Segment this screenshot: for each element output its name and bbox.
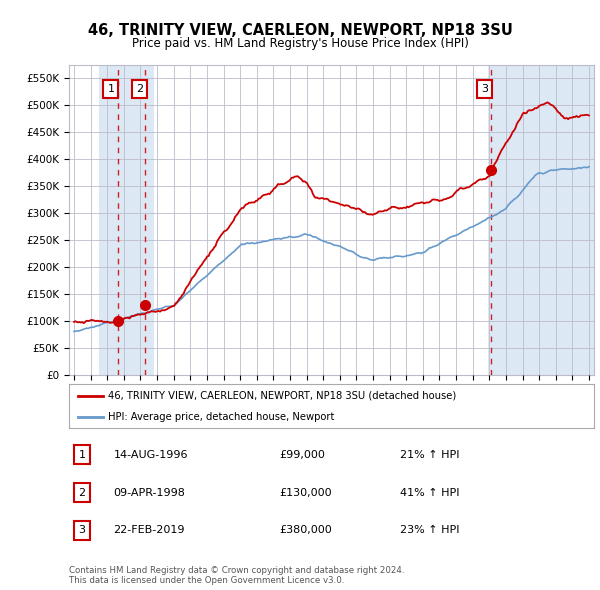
Text: 1: 1 — [107, 84, 115, 94]
Text: Contains HM Land Registry data © Crown copyright and database right 2024.
This d: Contains HM Land Registry data © Crown c… — [69, 566, 404, 585]
Text: £380,000: £380,000 — [279, 526, 332, 535]
Text: 21% ↑ HPI: 21% ↑ HPI — [400, 450, 459, 460]
Text: 3: 3 — [79, 526, 86, 535]
Text: 46, TRINITY VIEW, CAERLEON, NEWPORT, NP18 3SU: 46, TRINITY VIEW, CAERLEON, NEWPORT, NP1… — [88, 23, 512, 38]
Text: 23% ↑ HPI: 23% ↑ HPI — [400, 526, 459, 535]
Bar — [99, 65, 154, 375]
Text: 46, TRINITY VIEW, CAERLEON, NEWPORT, NP18 3SU (detached house): 46, TRINITY VIEW, CAERLEON, NEWPORT, NP1… — [109, 391, 457, 401]
Text: £130,000: £130,000 — [279, 488, 332, 497]
Text: 09-APR-1998: 09-APR-1998 — [113, 488, 185, 497]
Text: 1: 1 — [79, 450, 86, 460]
Text: 3: 3 — [481, 84, 488, 94]
Bar — [488, 65, 594, 375]
Text: 14-AUG-1996: 14-AUG-1996 — [113, 450, 188, 460]
Text: £99,000: £99,000 — [279, 450, 325, 460]
Text: 2: 2 — [136, 84, 143, 94]
Text: 41% ↑ HPI: 41% ↑ HPI — [400, 488, 459, 497]
Text: HPI: Average price, detached house, Newport: HPI: Average price, detached house, Newp… — [109, 412, 335, 422]
Text: 22-FEB-2019: 22-FEB-2019 — [113, 526, 185, 535]
Text: Price paid vs. HM Land Registry's House Price Index (HPI): Price paid vs. HM Land Registry's House … — [131, 37, 469, 50]
Text: 2: 2 — [79, 488, 86, 497]
